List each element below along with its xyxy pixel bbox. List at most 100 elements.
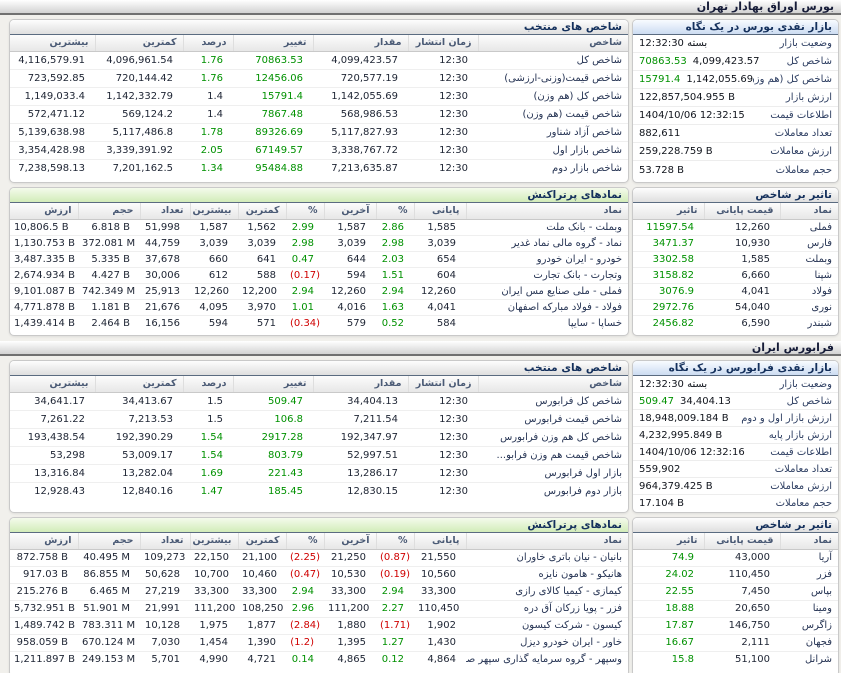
symbol-link[interactable]: آریا (780, 549, 838, 567)
table-row[interactable]: وبملت - بانک ملت 1,585 2.86 1,587 2.99 1,562 1… (10, 219, 628, 236)
column-header[interactable]: شاخص (477, 376, 628, 393)
table-row[interactable]: ومینا 20,650 18.88 (633, 600, 838, 618)
column-header[interactable]: تاثیر (633, 203, 704, 220)
symbol-link[interactable]: خودرو - ایران خودرو (466, 251, 628, 268)
table-row[interactable]: فزر - پویا زرکان آق دره 110,450 2.27 111,20… (10, 600, 628, 618)
symbol-link[interactable]: شپنا (780, 267, 838, 284)
symbol-link[interactable]: هانیکو - هامون نایزه (466, 566, 628, 584)
table-row[interactable]: شپنا 6,660 3158.82 (633, 267, 838, 284)
column-header[interactable]: کمترین (94, 35, 183, 52)
symbol-link[interactable]: فزر (780, 566, 838, 584)
table-row[interactable]: فارس 10,930 3471.37 (633, 235, 838, 252)
column-header[interactable]: کمترین (237, 533, 286, 550)
symbol-link[interactable]: نماد - گروه مالی نماد غدیر (466, 235, 628, 252)
symbol-link[interactable]: شاخص کل (هم وزن) (478, 87, 628, 106)
column-header[interactable]: آخرین (323, 203, 376, 220)
symbol-link[interactable]: فزر - پویا زرکان آق دره (466, 600, 628, 618)
column-header[interactable]: درصد (182, 376, 233, 393)
column-header[interactable]: آخرین (323, 533, 376, 550)
column-header[interactable]: % (375, 533, 414, 550)
column-header[interactable]: زمان انتشار (407, 376, 478, 393)
symbol-link[interactable]: شاخص بازار دوم (552, 162, 622, 174)
table-row[interactable]: فملی - ملی صنایع مس ایران 12,260 2.94 12,26… (10, 283, 628, 300)
table-row[interactable]: زاگرس 146,750 17.87 (633, 617, 838, 635)
table-row[interactable]: بازار دوم فرابورس 12:30 12,830.15 185.45 1.4… (10, 482, 628, 500)
table-row[interactable]: کیمازی - کیمیا کالای رازی 33,300 2.94 33,30… (10, 583, 628, 601)
table-row[interactable]: بانیان - نیان باتری خاوران 21,550 (0.87) 21… (10, 549, 628, 567)
symbol-link[interactable]: وبملت (780, 251, 838, 268)
table-row[interactable]: خاور - ایران خودرو دیزل 1,430 1.27 1,395 (1.… (10, 634, 628, 652)
column-header[interactable]: کمترین (94, 376, 183, 393)
symbol-link[interactable]: شاخص قیمت (هم وزن) (478, 105, 628, 124)
symbol-link[interactable]: بپاس (780, 583, 838, 601)
symbol-link[interactable]: شرانل (804, 654, 832, 666)
column-header[interactable]: بیشترین (189, 533, 238, 550)
table-row[interactable]: شاخص کل هم وزن فرابورس 12:30 192,347.97 291… (10, 428, 628, 447)
column-header[interactable]: قیمت پایانی (703, 533, 780, 550)
column-header[interactable]: نماد (465, 203, 628, 220)
table-row[interactable]: وسپهر - گروه سرمایه گذاری سپهر صادر... 4,… (10, 651, 628, 668)
symbol-link[interactable]: کیمازی - کیمیا کالای رازی (466, 583, 628, 601)
column-header[interactable]: نماد (779, 203, 838, 220)
table-row[interactable]: فزر 110,450 24.02 (633, 566, 838, 584)
column-header[interactable]: مقدار (312, 376, 408, 393)
symbol-link[interactable]: شاخص قیمت(وزنی-ارزشی) (478, 69, 628, 88)
table-row[interactable]: فولاد - فولاد مبارکه اصفهان 4,041 1.63 4,01… (10, 299, 628, 316)
table-row[interactable]: شبندر 6,590 2456.82 (633, 315, 838, 331)
table-row[interactable]: کیسون - شرکت کیسون 1,902 (1.71) 1,880 (2.84)… (10, 617, 628, 635)
symbol-link[interactable]: شاخص کل فرابورس (478, 392, 628, 411)
column-header[interactable]: تغییر (232, 35, 313, 52)
column-header[interactable]: بیشترین (189, 203, 238, 220)
table-row[interactable]: هانیکو - هامون نایزه 10,560 (0.19) 10,530 (0… (10, 566, 628, 584)
table-row[interactable]: بازار اول فرابورس 12:30 13,286.17 221.43 1.6… (10, 464, 628, 483)
column-header[interactable]: تعداد (139, 533, 190, 550)
symbol-link[interactable]: شاخص بازار اول (478, 141, 628, 160)
symbol-link[interactable]: بازار دوم فرابورس (543, 485, 622, 497)
column-header[interactable]: پایانی (413, 533, 466, 550)
column-header[interactable]: شاخص (477, 35, 628, 52)
table-row[interactable]: آریا 43,000 74.9 (633, 549, 838, 567)
table-row[interactable]: شاخص قیمت هم وزن فرابو... 12:30 52,997.51 8… (10, 446, 628, 465)
table-row[interactable]: فملی 12,260 11597.54 (633, 219, 838, 236)
symbol-link[interactable]: فارس (780, 235, 838, 252)
symbol-link[interactable]: شاخص کل هم وزن فرابورس (478, 428, 628, 447)
column-header[interactable]: نماد (779, 533, 838, 550)
table-row[interactable]: خودرو - ایران خودرو 654 2.03 644 0.47 641 660 3… (10, 251, 628, 268)
symbol-link[interactable]: ومینا (780, 600, 838, 618)
table-row[interactable]: شاخص قیمت(وزنی-ارزشی) 12:30 720,577.19 1245… (10, 69, 628, 88)
column-header[interactable]: بیشترین (10, 35, 95, 52)
column-header[interactable]: % (375, 203, 414, 220)
symbol-link[interactable]: شاخص قیمت فرابورس (478, 410, 628, 429)
column-header[interactable]: زمان انتشار (407, 35, 478, 52)
symbol-link[interactable]: فملی (780, 219, 838, 236)
symbol-link[interactable]: فملی - ملی صنایع مس ایران (466, 283, 628, 300)
symbol-link[interactable]: وتجارت - بانک تجارت (466, 267, 628, 284)
symbol-link[interactable]: بازار اول فرابورس (478, 464, 628, 483)
column-header[interactable]: تغییر (232, 376, 313, 393)
column-header[interactable]: حجم (77, 203, 140, 220)
table-row[interactable]: وتجارت - بانک تجارت 604 1.51 594 (0.17) 588 61… (10, 267, 628, 284)
column-header[interactable]: بیشترین (10, 376, 95, 393)
symbol-link[interactable]: شاخص قیمت هم وزن فرابو... (478, 446, 628, 465)
table-row[interactable]: شرانل 51,100 15.8 (633, 651, 838, 668)
column-header[interactable]: تعداد (139, 203, 190, 220)
symbol-link[interactable]: فجهان (780, 634, 838, 652)
column-header[interactable]: نماد (465, 533, 628, 550)
column-header[interactable]: مقدار (312, 35, 408, 52)
table-row[interactable]: شاخص کل (هم وزن) 12:30 1,142,055.69 15791.4… (10, 87, 628, 106)
symbol-link[interactable]: خاور - ایران خودرو دیزل (466, 634, 628, 652)
symbol-link[interactable]: بانیان - نیان باتری خاوران (466, 549, 628, 567)
symbol-link[interactable]: فولاد - فولاد مبارکه اصفهان (466, 299, 628, 316)
table-row[interactable]: شاخص قیمت فرابورس 12:30 7,211.54 106.8 1.5 7,… (10, 410, 628, 429)
table-row[interactable]: فولاد 4,041 3076.9 (633, 283, 838, 300)
column-header[interactable]: درصد (182, 35, 233, 52)
symbol-link[interactable]: شاخص کل (478, 51, 628, 70)
column-header[interactable]: ارزش (10, 533, 78, 550)
symbol-link[interactable]: نوری (780, 299, 838, 316)
table-row[interactable]: شاخص کل 12:30 4,099,423.57 70863.53 1.76 4,09… (10, 51, 628, 70)
column-header[interactable]: % (285, 533, 324, 550)
symbol-link[interactable]: فولاد (780, 283, 838, 300)
table-row[interactable]: نماد - گروه مالی نماد غدیر 3,039 2.98 3,039… (10, 235, 628, 252)
table-row[interactable]: نوری 54,040 2972.76 (633, 299, 838, 316)
column-header[interactable]: حجم (77, 533, 140, 550)
